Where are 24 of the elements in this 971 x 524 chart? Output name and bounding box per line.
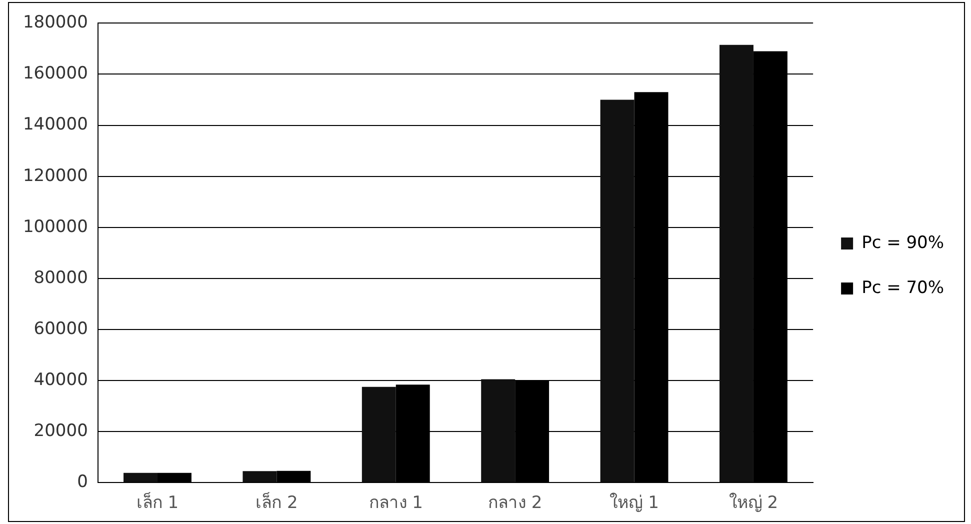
y-tick-label: 20000 bbox=[34, 420, 88, 441]
bar bbox=[481, 379, 516, 482]
x-tick-label: กลาง 2 bbox=[488, 493, 542, 514]
y-tick-label: 100000 bbox=[22, 216, 88, 237]
bar bbox=[600, 100, 634, 482]
legend-label: Pc = 70% bbox=[862, 278, 944, 298]
bar bbox=[242, 471, 277, 482]
y-tick-label: 80000 bbox=[34, 268, 88, 288]
y-tick-label: 60000 bbox=[34, 318, 88, 339]
x-tick-label: เล็ก 1 bbox=[136, 491, 179, 514]
y-tick-label: 160000 bbox=[22, 64, 88, 84]
bar bbox=[362, 386, 396, 482]
bar bbox=[124, 472, 158, 482]
y-tick-label: 180000 bbox=[22, 12, 88, 33]
y-tick-label: 0 bbox=[77, 472, 88, 492]
x-tick-label: เล็ก 2 bbox=[256, 491, 298, 514]
y-tick-label: 140000 bbox=[22, 114, 88, 135]
y-tick-label: 120000 bbox=[22, 166, 88, 186]
x-tick-label: กลาง 1 bbox=[368, 493, 423, 514]
legend-label: Pc = 90% bbox=[862, 232, 944, 253]
bar bbox=[719, 44, 754, 482]
x-tick-label: ใหญ่ 2 bbox=[728, 492, 778, 514]
x-tick-label: ใหญ่ 1 bbox=[610, 492, 659, 514]
y-tick-label: 40000 bbox=[34, 370, 88, 390]
